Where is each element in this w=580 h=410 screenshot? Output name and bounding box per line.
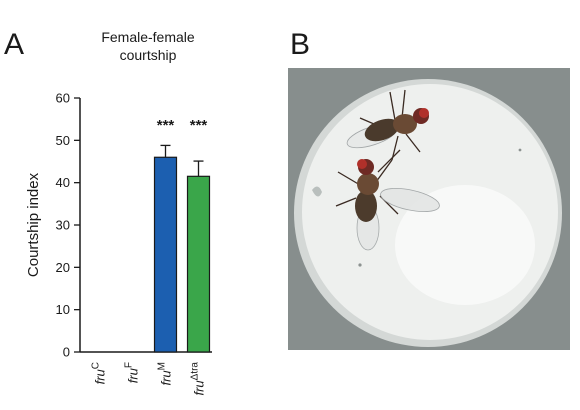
category-label-base: fru (93, 369, 108, 384)
fly-top (346, 89, 429, 161)
fly-thorax (357, 173, 379, 195)
fly-leg (377, 149, 401, 173)
fly-leg (389, 91, 396, 121)
bars (153, 156, 211, 353)
panel-b-letter: B (290, 28, 310, 61)
bar (186, 175, 211, 353)
chamber-speck (358, 263, 362, 267)
y-tick-label: 30 (56, 218, 70, 233)
fly-leg (391, 135, 399, 161)
category-label: fruΔtra (190, 362, 207, 396)
category-label-base: fru (192, 380, 207, 395)
fly-bottom (335, 149, 440, 251)
fly-wing (380, 187, 440, 213)
category-label-base: fru (126, 368, 141, 383)
fly-abdomen (355, 190, 377, 222)
category-label-superscript: Δtra (190, 362, 201, 381)
chamber-highlight (395, 185, 535, 305)
y-tick-label: 50 (56, 133, 70, 148)
category-label: fruF (124, 362, 141, 383)
error-bars (160, 144, 204, 177)
fly-eye (419, 108, 429, 118)
fly-leg (405, 133, 421, 153)
category-label-superscript: M (157, 362, 168, 370)
fly-thorax (393, 114, 417, 134)
category-label-base: fru (159, 370, 174, 385)
chamber-speck (518, 148, 522, 152)
chart-title-line1: Female-female (101, 29, 195, 45)
fly-leg (337, 171, 361, 186)
fly-abdomen (364, 118, 400, 142)
y-tick-label: 40 (56, 175, 70, 190)
fly-leg (335, 197, 357, 207)
panel-a-letter: A (4, 28, 24, 61)
fly-leg (401, 89, 406, 119)
category-label: fruC (91, 362, 108, 384)
y-tick-label: 10 (56, 302, 70, 317)
y-ticks: 0 10 20 30 40 50 60 (56, 91, 80, 360)
category-label-superscript: F (124, 362, 135, 368)
category-label-superscript: C (91, 362, 102, 369)
fly-eye (357, 159, 367, 169)
bar (153, 156, 178, 353)
chart-title-line2: courtship (120, 47, 177, 63)
chamber-scuff (312, 186, 322, 197)
significance-marks: *** *** (157, 117, 208, 134)
y-tick-label: 60 (56, 91, 70, 106)
fly-chamber-photo (288, 68, 570, 350)
fly-leg (375, 159, 393, 183)
y-axis-label: Courtship index (25, 172, 42, 277)
y-tick-label: 0 (63, 345, 70, 360)
significance-mark: *** (190, 117, 208, 134)
category-label: fruM (157, 362, 174, 386)
y-tick-label: 20 (56, 260, 70, 275)
significance-mark: *** (157, 117, 175, 134)
